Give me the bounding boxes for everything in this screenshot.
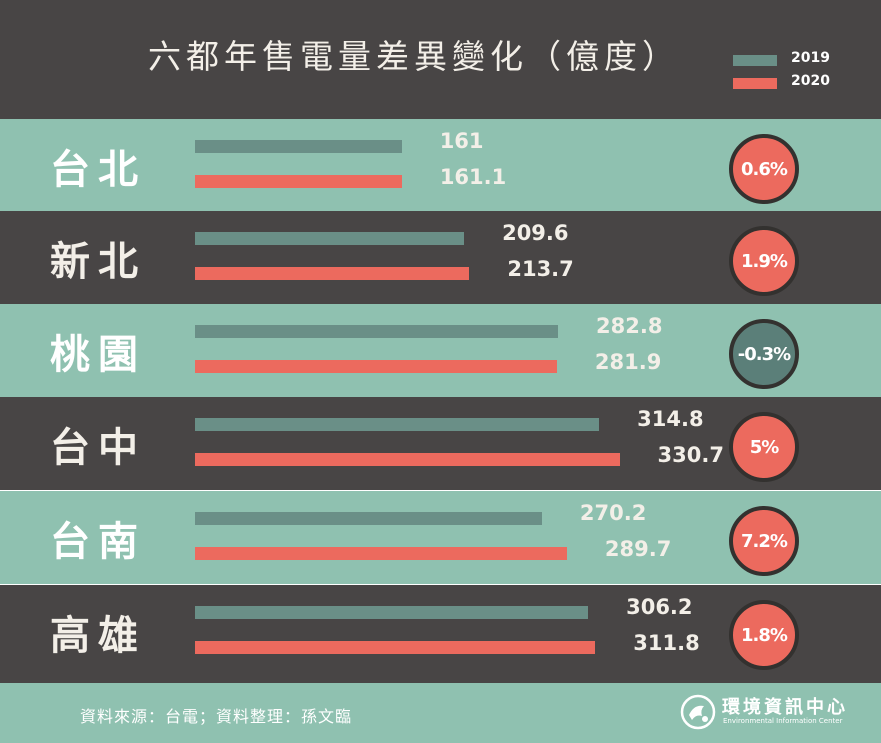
bar-2020 — [195, 267, 470, 280]
chart-row: 台南 270.2 289.7 7.2% — [0, 491, 881, 584]
chart-row: 台北 161 161.1 0.6% — [0, 119, 881, 212]
category-label: 台南 — [50, 519, 146, 565]
data-label-2020: 289.7 — [604, 537, 672, 561]
bar-2019 — [195, 325, 559, 338]
bar-2020 — [195, 641, 596, 654]
footer: 資料來源：台電；資料整理：孫文臨 環境資訊中心 Environmental In… — [0, 683, 881, 743]
bar-2020 — [195, 360, 557, 373]
chart-row: 桃園 282.8 281.9 -0.3% — [0, 304, 881, 397]
data-label-2019: 306.2 — [626, 595, 693, 619]
data-label-2019: 282.8 — [596, 314, 663, 338]
change-badge: 1.9% — [729, 226, 799, 296]
data-label-2019: 209.6 — [502, 221, 569, 245]
category-label: 桃園 — [50, 332, 146, 378]
header: 六都年售電量差異變化（億度） 2019 2020 — [0, 0, 881, 119]
chart-title: 六都年售電量差異變化（億度） — [148, 37, 680, 76]
legend-swatch-2020 — [733, 78, 777, 89]
category-label: 高雄 — [50, 613, 146, 659]
legend-swatch-2019 — [733, 55, 777, 66]
change-badge: 0.6% — [729, 134, 799, 204]
bar-2019 — [195, 512, 542, 525]
category-label: 新北 — [50, 239, 146, 285]
category-label: 台中 — [50, 425, 146, 471]
change-badge: 7.2% — [729, 506, 799, 576]
chart-row: 高雄 306.2 311.8 1.8% — [0, 585, 881, 683]
chart-row: 新北 209.6 213.7 1.9% — [0, 211, 881, 304]
bar-2020 — [195, 175, 402, 188]
bar-2019 — [195, 606, 589, 619]
bar-2020 — [195, 453, 620, 466]
data-label-2020: 161.1 — [439, 165, 507, 189]
change-badge: 1.8% — [729, 600, 799, 670]
source-credit: 資料來源：台電；資料整理：孫文臨 — [80, 707, 353, 726]
change-badge: 5% — [729, 412, 799, 482]
category-label: 台北 — [50, 147, 146, 193]
data-label-2020: 330.7 — [657, 443, 724, 467]
bar-2020 — [195, 547, 567, 560]
bar-2019 — [195, 418, 600, 431]
chart-row: 台中 314.8 330.7 5% — [0, 397, 881, 490]
logo-subtitle: Environmental Information Center — [723, 717, 843, 725]
bar-2019 — [195, 140, 402, 153]
data-label-2019: 270.2 — [579, 501, 647, 525]
data-label-2019: 314.8 — [637, 407, 704, 431]
logo-icon — [680, 694, 716, 730]
logo-name: 環境資訊中心 — [722, 697, 848, 718]
data-label-2020: 281.9 — [594, 350, 662, 374]
data-label-2019: 161 — [439, 129, 484, 153]
data-label-2020: 311.8 — [633, 631, 700, 655]
change-badge: -0.3% — [729, 319, 799, 389]
bar-2019 — [195, 232, 465, 245]
legend-label-2020: 2020 — [791, 73, 830, 89]
legend-label-2019: 2019 — [791, 50, 830, 66]
data-label-2020: 213.7 — [507, 257, 574, 281]
